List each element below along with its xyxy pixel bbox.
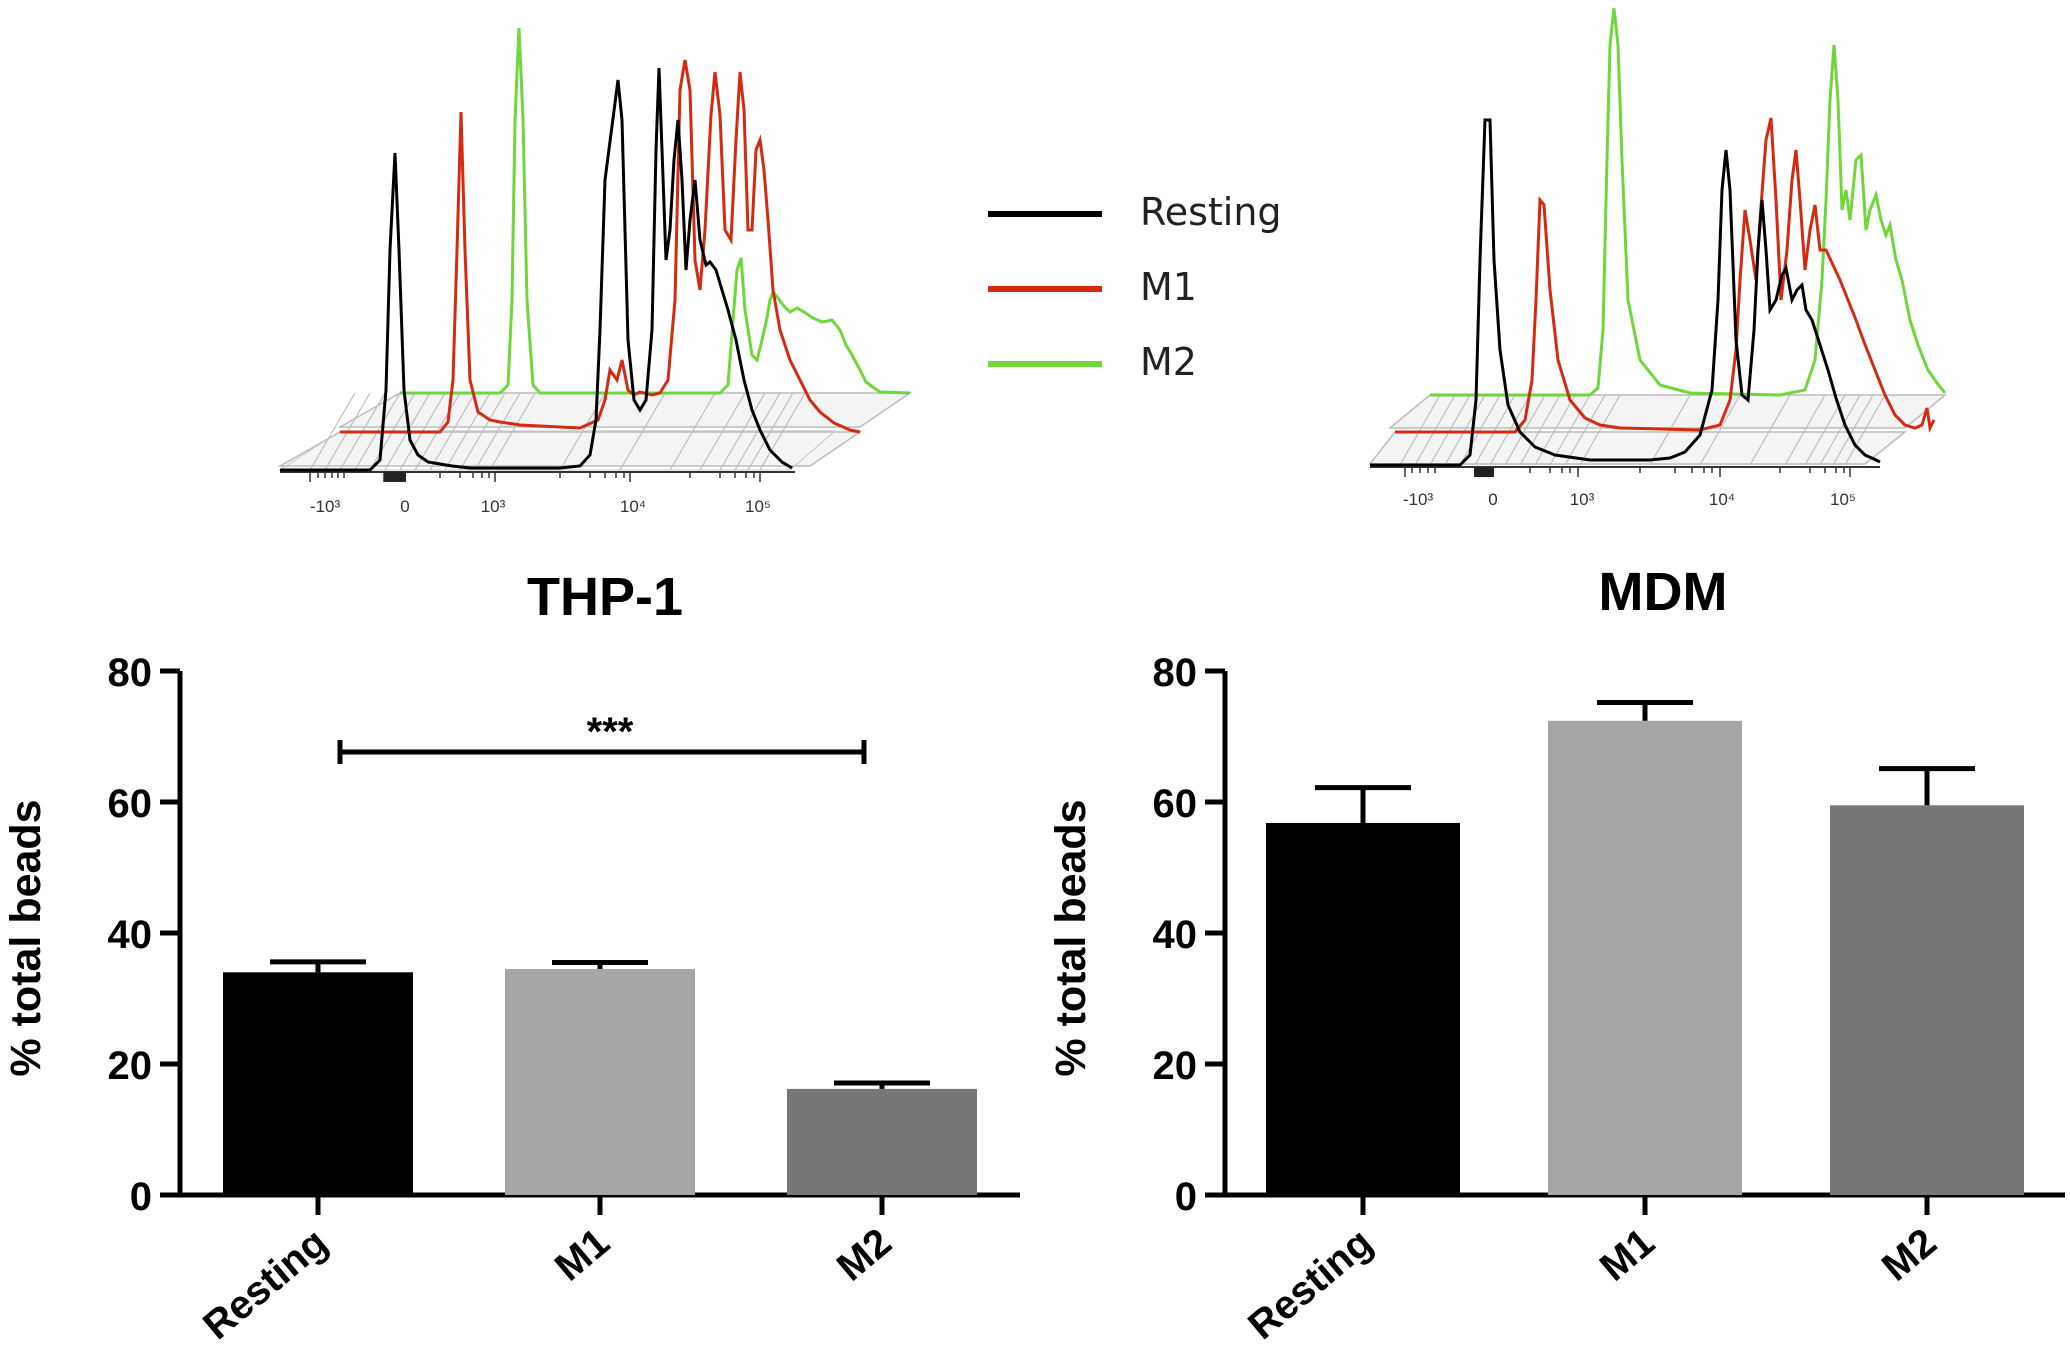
x-tick-label: M1 xyxy=(1592,1220,1663,1289)
histogram-curve-resting xyxy=(1370,118,1881,467)
chart-title: THP-1 xyxy=(527,567,683,627)
y-ticks: 0 20 40 60 80 xyxy=(1153,651,1225,1219)
y-tick-label: 80 xyxy=(108,651,153,695)
histogram-floor-mid xyxy=(277,431,863,467)
bar-m2 xyxy=(1830,805,2024,1195)
histogram-curve-m1 xyxy=(1395,117,1936,434)
bar-resting xyxy=(1266,822,1460,1195)
x-tick-label: Resting xyxy=(195,1220,336,1348)
bar-chart-thp1: THP-1 % total beads 0 20 40 60 80 Resting M1 M… xyxy=(2,567,1020,1348)
x-tick-label: M1 xyxy=(547,1220,618,1289)
bar-m1 xyxy=(505,969,695,1195)
histogram-thp1: -10³ 0 10³ 10⁴ 10⁵ xyxy=(277,27,913,516)
histogram-tick-label: 10⁵ xyxy=(745,497,771,516)
histogram-x-ticks xyxy=(1404,467,1851,477)
significance: *** xyxy=(337,710,867,764)
histogram-tick-labels: -10³ 0 10³ 10⁴ 10⁵ xyxy=(310,497,771,516)
histogram-tick-label: 10³ xyxy=(1570,490,1595,509)
bar-resting xyxy=(223,972,413,1195)
y-tick-label: 40 xyxy=(108,913,153,957)
x-tick-label: Resting xyxy=(1240,1220,1381,1348)
y-axis-label: % total beads xyxy=(2,799,50,1076)
histogram-curve-resting xyxy=(280,67,793,472)
histogram-floor-hatch xyxy=(1399,394,1886,466)
histogram-tick-label: -10³ xyxy=(1403,490,1434,509)
y-tick-label: 80 xyxy=(1153,651,1198,695)
histogram-floor-front xyxy=(278,430,837,471)
histogram-mdm: -10³ 0 10³ 10⁴ 10⁵ xyxy=(1368,7,1948,509)
bars xyxy=(1266,699,2024,1215)
histogram-tick-label: -10³ xyxy=(310,497,341,516)
histogram-x-ticks xyxy=(309,472,761,482)
histogram-tick-labels: -10³ 0 10³ 10⁴ 10⁵ xyxy=(1403,490,1856,509)
histogram-floor-back xyxy=(337,392,913,428)
y-ticks: 0 20 40 60 80 xyxy=(108,651,180,1219)
chart-title: MDM xyxy=(1599,562,1728,622)
y-tick-label: 60 xyxy=(1153,782,1198,826)
bars xyxy=(223,959,977,1215)
y-tick-label: 0 xyxy=(130,1175,152,1219)
y-tick-label: 40 xyxy=(1153,913,1198,957)
bar-m1 xyxy=(1548,720,1742,1195)
histogram-zero-marker xyxy=(384,472,406,482)
histogram-zero-marker xyxy=(1474,467,1494,477)
x-tick-label: M2 xyxy=(1874,1220,1945,1289)
x-tick-label: M2 xyxy=(829,1220,900,1289)
y-tick-label: 0 xyxy=(1175,1175,1197,1219)
y-tick-label: 20 xyxy=(1153,1044,1198,1088)
y-tick-label: 20 xyxy=(108,1044,153,1088)
histogram-tick-label: 0 xyxy=(400,497,409,516)
significance-label: *** xyxy=(587,710,634,754)
legend: Resting M1 M2 xyxy=(988,190,1282,384)
legend-label-m2: M2 xyxy=(1140,340,1197,384)
histogram-curve-m2 xyxy=(1430,7,1947,397)
legend-label-m1: M1 xyxy=(1140,265,1197,309)
y-tick-label: 60 xyxy=(108,782,153,826)
histogram-curve-m1 xyxy=(340,59,861,434)
histogram-tick-label: 10⁴ xyxy=(1709,490,1735,509)
bar-m2 xyxy=(787,1088,977,1195)
x-labels: Resting M1 M2 xyxy=(1240,1220,1945,1348)
histogram-tick-label: 10⁴ xyxy=(620,497,646,516)
y-axis-label: % total beads xyxy=(1047,799,1095,1076)
histogram-tick-label: 0 xyxy=(1488,490,1497,509)
histogram-tick-label: 10⁵ xyxy=(1830,490,1856,509)
x-labels: Resting M1 M2 xyxy=(195,1220,900,1348)
histogram-curve-m2 xyxy=(400,27,911,395)
histogram-tick-label: 10³ xyxy=(481,497,506,516)
legend-label-resting: Resting xyxy=(1140,190,1282,234)
bar-chart-mdm: MDM % total beads 0 20 40 60 80 Resting M1 M2 xyxy=(1047,562,2065,1348)
